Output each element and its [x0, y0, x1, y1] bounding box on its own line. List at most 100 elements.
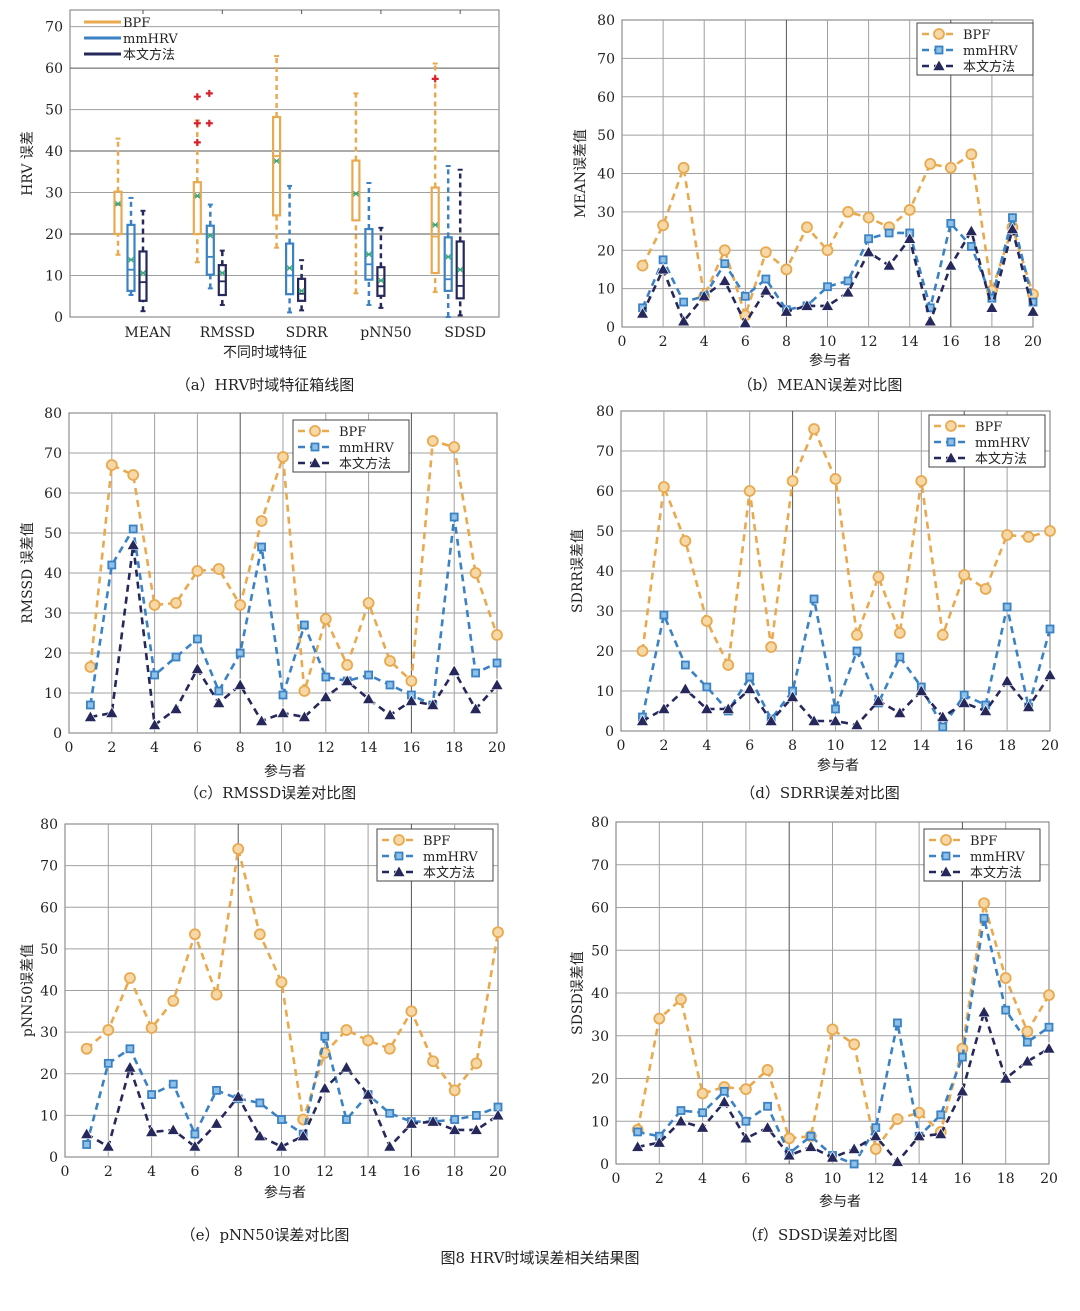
legend-circle-icon — [940, 834, 952, 846]
square-data-point — [720, 259, 730, 269]
x-tick-label: 14 — [360, 740, 378, 756]
square-data-point — [147, 1090, 157, 1099]
square-data-point — [450, 1115, 460, 1124]
triangle-data-point — [807, 714, 821, 726]
x-tick-label: 6 — [745, 738, 754, 754]
triangle-data-point — [210, 1117, 224, 1129]
triangle-data-point — [955, 1084, 969, 1097]
y-tick-label: 70 — [591, 858, 609, 874]
y-tick-label: 70 — [596, 444, 614, 460]
triangle-data-point — [657, 702, 671, 714]
square-data-point — [212, 1086, 221, 1095]
triangle-data-point — [936, 710, 950, 722]
x-tick-label: 14 — [901, 334, 919, 350]
triangle-data-point — [764, 714, 778, 726]
subplot-caption: （e）pNN50误差对比图 — [181, 1226, 350, 1244]
triangle-data-point — [697, 289, 711, 302]
circle-data-point — [924, 158, 937, 170]
square-data-point — [385, 680, 395, 690]
square-data-point — [659, 610, 669, 620]
square-data-point — [125, 1044, 135, 1054]
y-tick-label: 30 — [591, 1029, 609, 1045]
square-data-point — [852, 646, 862, 656]
legend-label: 本文方法 — [975, 451, 1027, 467]
circle-data-point — [448, 441, 461, 453]
triangle-data-point — [231, 1090, 245, 1102]
triangle-data-point — [636, 306, 650, 319]
outlier-point — [205, 119, 213, 127]
box-body — [272, 115, 282, 217]
square-data-point — [255, 1098, 265, 1108]
triangle-data-point — [1026, 305, 1040, 317]
y-axis-label: RMSSD 误差值 — [20, 522, 36, 624]
triangle-data-point — [850, 718, 864, 730]
y-tick-label: 60 — [45, 61, 63, 77]
mean-marker — [194, 192, 201, 199]
square-data-point — [761, 274, 771, 284]
y-tick-label: 0 — [49, 1150, 58, 1166]
triangle-data-point — [800, 299, 814, 311]
circle-data-point — [298, 685, 311, 697]
triangle-data-point — [339, 1060, 353, 1073]
square-data-point — [893, 1018, 902, 1028]
series-line — [637, 1007, 1050, 1164]
square-data-point — [385, 1108, 395, 1118]
square-data-point — [1008, 213, 1017, 223]
circle-data-point — [851, 629, 863, 641]
circle-data-point — [255, 515, 268, 527]
legend-label: 本文方法 — [423, 865, 475, 881]
circle-data-point — [102, 1024, 115, 1036]
mean-marker — [128, 256, 134, 263]
y-tick-label: 40 — [591, 986, 609, 1002]
mean-marker — [286, 265, 293, 271]
triangle-data-point — [469, 1123, 483, 1135]
square-data-point — [86, 700, 95, 710]
triangle-data-point — [297, 710, 311, 722]
triangle-data-point — [274, 1139, 289, 1152]
y-tick-label: 0 — [54, 310, 63, 326]
x-axis-label: 参与者 — [264, 1184, 306, 1201]
circle-data-point — [675, 993, 687, 1006]
triangle-data-point — [761, 1121, 775, 1133]
x-axis-label: 参与者 — [817, 757, 859, 774]
triangle-data-point — [782, 1148, 796, 1161]
circle-data-point — [786, 475, 799, 487]
box-BPF-SDRR — [272, 55, 282, 249]
x-tick-label: 2 — [104, 1164, 113, 1180]
circle-data-point — [653, 1012, 666, 1025]
y-tick-label: 10 — [40, 1108, 58, 1124]
subplot-caption: （a）HRV时域特征箱线图 — [176, 376, 355, 394]
circle-data-point — [780, 263, 793, 276]
x-tick-label: 20 — [1041, 738, 1059, 754]
x-tick-label: 0 — [618, 334, 627, 350]
triangle-data-point — [123, 1060, 137, 1073]
triangle-data-point — [890, 1155, 904, 1167]
circle-data-point — [848, 1038, 861, 1051]
box-mmHRV-RMSSD — [205, 203, 215, 290]
y-tick-label: 50 — [597, 128, 615, 144]
subplot-caption: （b）MEAN误差对比图 — [738, 376, 903, 394]
y-tick-label: 60 — [591, 901, 609, 917]
triangle-data-point — [869, 1129, 883, 1142]
circle-data-point — [84, 661, 97, 673]
box-body — [192, 181, 202, 236]
x-axis-label: 参与者 — [809, 352, 851, 369]
circle-data-point — [210, 988, 223, 1001]
triangle-data-point — [148, 718, 162, 730]
square-data-point — [676, 1106, 686, 1115]
x-tick-label: 10 — [273, 1164, 291, 1180]
triangle-data-point — [404, 694, 418, 706]
circle-data-point — [470, 1057, 483, 1070]
circle-data-point — [148, 599, 161, 611]
y-tick-label: 30 — [597, 205, 615, 221]
x-tick-label: 2 — [655, 1171, 664, 1187]
x-tick-label: 2 — [659, 738, 668, 754]
x-tick-label: SDRR — [286, 325, 328, 341]
y-tick-label: 80 — [591, 815, 609, 831]
circle-data-point — [936, 629, 949, 641]
square-data-point — [698, 1108, 707, 1118]
square-data-point — [849, 1159, 859, 1169]
x-tick-label: 6 — [741, 334, 750, 350]
